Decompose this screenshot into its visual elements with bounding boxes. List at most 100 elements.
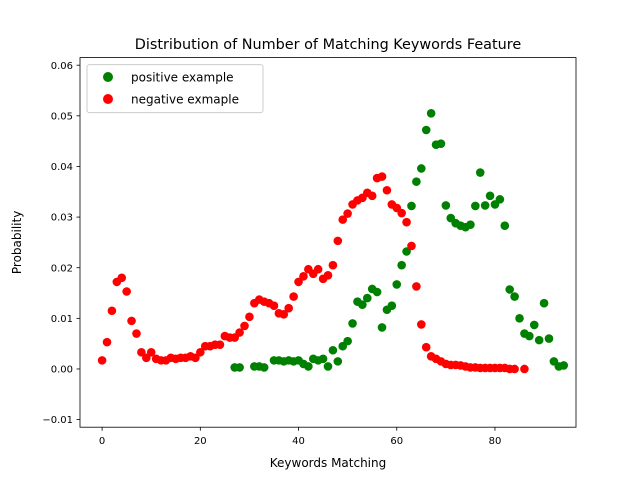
x-tick-label: 60: [390, 436, 403, 447]
positive-point: [348, 319, 357, 328]
positive-point: [343, 336, 352, 346]
positive-point: [534, 335, 544, 345]
positive-point: [559, 361, 569, 370]
positive-point: [328, 345, 338, 355]
positive-point: [397, 260, 406, 270]
negative-point: [146, 347, 156, 357]
positive-point: [358, 300, 367, 309]
x-tick-label: 0: [99, 436, 105, 447]
negative-point: [417, 320, 426, 329]
negative-point: [294, 277, 303, 287]
negative-point: [299, 272, 308, 281]
negative-point: [122, 287, 131, 296]
positive-point: [475, 168, 485, 177]
legend-box: [86, 64, 264, 114]
negative-point: [402, 217, 411, 227]
positive-point: [525, 331, 534, 341]
negative-point: [142, 353, 151, 363]
positive-point: [529, 320, 539, 330]
positive-point: [426, 108, 436, 118]
y-tick-label: 0.04: [51, 162, 73, 173]
positive-point: [392, 280, 402, 289]
positive-point: [333, 357, 343, 366]
negative-point: [407, 241, 416, 251]
positive-point: [515, 314, 524, 323]
positive-point: [495, 195, 505, 204]
x-tick-label: 80: [489, 436, 502, 447]
negative-point: [510, 364, 519, 374]
x-tick-label: 20: [194, 436, 207, 447]
positive-point: [407, 201, 416, 211]
negative-point: [191, 353, 200, 363]
negative-point: [338, 215, 348, 224]
negative-point: [382, 185, 392, 195]
positive-point: [436, 139, 446, 148]
positive-point: [417, 164, 426, 173]
positive-point: [500, 221, 510, 230]
positive-point: [377, 323, 387, 332]
legend-label-positive: positive example: [131, 71, 234, 85]
positive-point: [318, 354, 328, 364]
negative-point: [196, 347, 205, 357]
negative-point: [215, 340, 225, 349]
positive-point: [323, 362, 333, 371]
negative-example-series: [97, 172, 529, 374]
legend-marker-negative: [103, 94, 113, 104]
positive-point: [485, 191, 495, 201]
positive-example-series: [230, 108, 569, 372]
negative-point: [240, 321, 249, 331]
positive-point: [539, 298, 549, 308]
positive-point: [387, 301, 397, 310]
positive-point: [412, 177, 421, 186]
positive-point: [466, 220, 475, 229]
legend-label-negative: negative exmaple: [131, 93, 239, 107]
y-tick-label: 0.05: [51, 111, 73, 122]
negative-point: [421, 342, 431, 352]
positive-point: [235, 363, 244, 372]
x-axis-label: Keywords Matching: [270, 456, 387, 470]
negative-point: [269, 301, 279, 310]
negative-point: [343, 209, 352, 218]
negative-point: [127, 316, 136, 326]
negative-point: [284, 303, 294, 313]
negative-point: [107, 306, 117, 316]
y-tick-label: 0.00: [51, 365, 73, 376]
y-tick-label: −0.01: [42, 415, 73, 426]
negative-point: [235, 328, 244, 337]
legend-marker-positive: [103, 72, 113, 82]
y-axis-label: Probability: [10, 211, 24, 274]
positive-point: [480, 201, 490, 210]
negative-point: [97, 356, 107, 365]
y-tick-label: 0.02: [51, 263, 73, 274]
negative-point: [313, 264, 323, 274]
points-layer: [97, 108, 569, 374]
chart-title: Distribution of Number of Matching Keywo…: [135, 37, 522, 53]
y-tick-label: 0.03: [51, 213, 73, 224]
negative-point: [137, 347, 146, 357]
positive-point: [402, 247, 411, 256]
x-axis-ticks: 0 20 40 60 80: [99, 427, 501, 447]
positive-point: [441, 201, 451, 210]
negative-point: [279, 309, 289, 319]
negative-point: [132, 329, 141, 338]
negative-point: [245, 312, 254, 322]
negative-point: [323, 271, 333, 280]
plot-frame: [79, 57, 577, 428]
positive-point: [304, 362, 313, 371]
negative-point: [289, 292, 298, 301]
legend: positive example negative exmaple: [86, 64, 264, 114]
positive-point: [372, 287, 382, 297]
negative-point: [333, 236, 343, 246]
positive-point: [510, 292, 519, 301]
y-axis-ticks: −0.01 0.00 0.01 0.02 0.03 0.04 0.05 0.06: [42, 61, 80, 426]
negative-point: [117, 273, 127, 283]
negative-point: [328, 260, 338, 270]
x-tick-label: 40: [292, 436, 305, 447]
positive-point: [471, 201, 480, 211]
negative-point: [520, 364, 529, 374]
negative-point: [367, 191, 377, 201]
positive-point: [505, 285, 514, 294]
negative-point: [412, 282, 421, 291]
y-tick-label: 0.06: [51, 61, 73, 72]
